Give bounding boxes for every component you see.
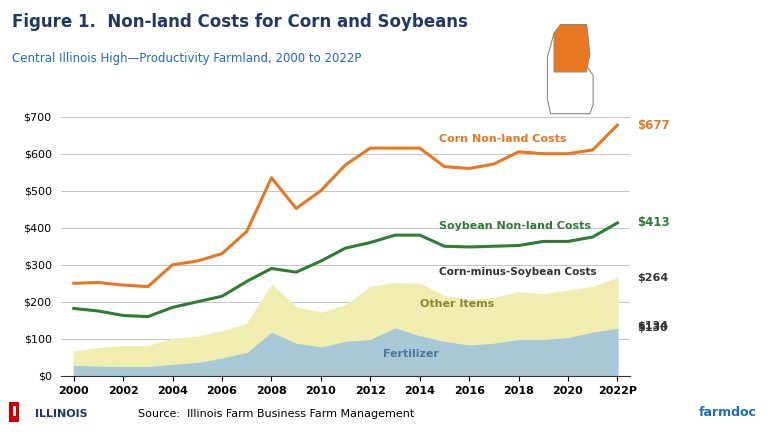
Polygon shape: [548, 25, 593, 114]
Text: I: I: [12, 405, 17, 419]
Text: $130: $130: [637, 323, 668, 333]
Text: Source:  Illinois Farm Business Farm Management: Source: Illinois Farm Business Farm Mana…: [138, 409, 415, 419]
Polygon shape: [554, 25, 590, 72]
Text: $134: $134: [637, 321, 668, 331]
Text: Fertilizer: Fertilizer: [382, 349, 439, 359]
Text: $677: $677: [637, 119, 670, 132]
Text: $413: $413: [637, 216, 670, 229]
Text: Figure 1.  Non-land Costs for Corn and Soybeans: Figure 1. Non-land Costs for Corn and So…: [12, 13, 468, 31]
Text: Other Items: Other Items: [420, 299, 494, 308]
Text: Soybean Non-land Costs: Soybean Non-land Costs: [439, 221, 591, 231]
Text: ILLINOIS: ILLINOIS: [35, 409, 88, 419]
Text: Corn-minus-Soybean Costs: Corn-minus-Soybean Costs: [439, 267, 598, 277]
Text: Central Illinois High—Productivity Farmland, 2000 to 2022P: Central Illinois High—Productivity Farml…: [12, 52, 361, 65]
Text: $264: $264: [637, 273, 669, 283]
Text: Corn Non-land Costs: Corn Non-land Costs: [439, 134, 567, 144]
Text: farmdoc: farmdoc: [699, 406, 756, 419]
